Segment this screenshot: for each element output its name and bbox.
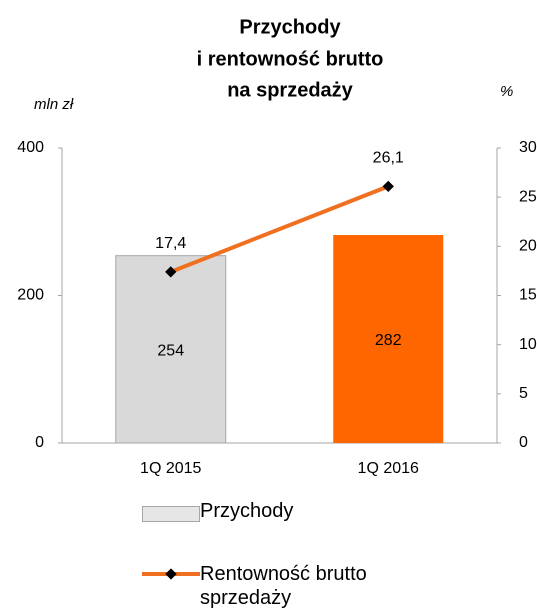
bar-value-label: 254: [157, 343, 184, 360]
y-tick-label: 200: [17, 287, 44, 304]
legend-label: Przychody: [200, 500, 294, 522]
bar-value-label: 282: [375, 332, 402, 349]
y-tick-label: 400: [17, 139, 44, 156]
y2-tick-label: 25: [519, 188, 537, 205]
y-tick-label: 0: [35, 434, 44, 451]
y2-tick-label: 30: [519, 139, 537, 156]
legend-swatch: [142, 506, 200, 522]
bar: [333, 235, 444, 443]
line-marker: [382, 180, 394, 193]
line-marker: [165, 266, 177, 278]
y2-tick-label: 10: [519, 336, 537, 353]
chart-title: i rentowność brutto: [197, 48, 384, 70]
line-value-label: 26,1: [373, 150, 404, 167]
chart-title: Przychody: [239, 16, 341, 38]
x-tick-label: 1Q 2016: [358, 460, 419, 477]
y2-tick-label: 15: [519, 287, 537, 304]
x-tick-label: 1Q 2015: [140, 460, 201, 477]
line-value-label: 17,4: [155, 235, 186, 252]
y-axis-label: mln zł: [34, 96, 74, 113]
y2-tick-label: 5: [519, 385, 528, 402]
bar: [115, 255, 227, 444]
y2-tick-label: 20: [519, 238, 537, 255]
legend-item: Przychody: [142, 500, 293, 523]
y2-axis-label: %: [500, 83, 513, 100]
legend-item: Rentowność brutto sprzedaży: [142, 562, 380, 610]
legend-swatch: [142, 568, 200, 580]
chart-title: na sprzedaży: [227, 79, 353, 101]
line: [170, 184, 389, 274]
legend-label: Rentowność brutto sprzedaży: [200, 563, 367, 609]
y2-tick-label: 0: [519, 434, 528, 451]
